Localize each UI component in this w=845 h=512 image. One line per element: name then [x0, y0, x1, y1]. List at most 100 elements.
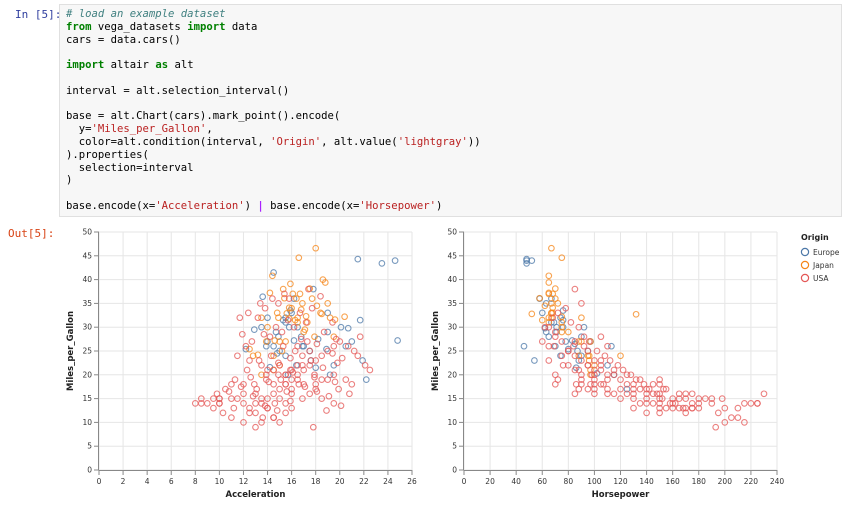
data-point-usa: [604, 390, 611, 398]
data-point-usa: [741, 400, 748, 407]
data-point-usa: [261, 304, 269, 312]
y-tick-label: 0: [87, 466, 92, 475]
code-token: ).properties(: [66, 148, 149, 161]
code-editor[interactable]: # load an example dataset from vega_data…: [66, 8, 481, 213]
data-point-usa: [571, 352, 579, 360]
x-tick-label: 100: [587, 477, 602, 486]
data-point-usa: [276, 385, 283, 393]
data-point-usa: [585, 338, 593, 345]
data-point-japan: [279, 285, 287, 293]
data-point-usa: [266, 333, 274, 341]
data-point-usa: [578, 376, 585, 383]
data-point-europe: [348, 338, 356, 345]
code-line: y='Miles_per_Gallon',: [66, 123, 213, 135]
data-point-usa: [718, 395, 726, 402]
data-point-usa: [228, 414, 235, 421]
data-point-usa: [337, 402, 345, 410]
data-point-usa: [197, 395, 205, 402]
data-point-usa: [551, 371, 559, 379]
data-point-usa: [575, 323, 583, 331]
y-axis-title: Miles_per_Gallon: [66, 311, 76, 391]
data-point-usa: [279, 342, 287, 350]
data-point-usa: [656, 400, 663, 407]
data-point-usa: [270, 366, 277, 374]
code-token: cars = data.cars(): [66, 33, 181, 46]
data-point-usa: [272, 323, 280, 331]
data-point-usa: [630, 395, 637, 402]
data-point-usa: [275, 300, 282, 307]
data-point-usa: [270, 414, 277, 421]
data-point-usa: [246, 409, 253, 417]
code-token: ): [435, 199, 443, 212]
y-tick-label: 50: [82, 228, 92, 237]
data-point-usa: [643, 390, 650, 398]
data-point-usa: [606, 357, 614, 364]
code-token: y=: [66, 123, 92, 136]
data-point-usa: [714, 409, 722, 417]
code-token: altair: [104, 59, 156, 72]
data-point-usa: [238, 330, 246, 338]
data-point-japan: [287, 280, 294, 288]
code-cell-input[interactable]: # load an example dataset from vega_data…: [59, 4, 842, 217]
data-point-usa: [571, 285, 579, 293]
data-point-usa: [244, 309, 252, 317]
data-point-usa: [259, 414, 267, 421]
data-point-usa: [282, 371, 289, 379]
data-point-japan: [264, 323, 271, 331]
x-tick-label: 60: [537, 477, 547, 486]
data-point-europe: [344, 324, 352, 332]
data-point-usa: [306, 390, 314, 398]
data-point-usa: [600, 380, 607, 388]
code-token: from: [66, 20, 92, 33]
data-point-usa: [656, 409, 663, 417]
data-point-usa: [662, 404, 670, 412]
data-point-usa: [309, 423, 317, 431]
data-point-usa: [246, 357, 253, 364]
data-point-europe: [270, 269, 277, 276]
data-point-usa: [294, 361, 301, 369]
data-point-usa: [216, 400, 223, 407]
y-tick-label: 50: [447, 228, 457, 237]
code-line: color=alt.condition(interval, 'Origin', …: [66, 136, 481, 148]
y-tick-label: 25: [447, 347, 457, 356]
data-point-europe: [312, 364, 320, 372]
data-point-usa: [591, 390, 598, 398]
data-point-usa: [712, 423, 720, 431]
data-point-usa: [287, 366, 294, 374]
y-tick-label: 40: [82, 275, 92, 284]
data-point-usa: [295, 380, 303, 388]
code-token: base.encode(x=: [263, 199, 360, 212]
code-token: selection=interval: [66, 161, 194, 174]
data-point-usa: [203, 400, 211, 407]
x-tick-label: 14: [263, 477, 273, 486]
data-point-europe: [562, 338, 570, 345]
data-point-europe: [285, 323, 293, 331]
data-point-usa: [342, 376, 350, 383]
data-point-usa: [649, 380, 657, 388]
data-point-usa: [617, 385, 624, 393]
data-point-usa: [643, 409, 650, 417]
data-point-usa: [604, 376, 611, 383]
scatter-chart-1: 0 2 4 6 8 10 12 14 16 18 20 22 24 2605101520253035404…: [66, 228, 417, 501]
data-point-japan: [536, 294, 543, 302]
data-point-japan: [528, 310, 536, 318]
data-point-japan: [271, 337, 279, 344]
code-token: 'Acceleration': [155, 199, 245, 212]
x-axis-title: Acceleration: [226, 490, 286, 500]
data-point-usa: [554, 309, 562, 317]
code-token: interval = alt.selection_interval(): [66, 84, 290, 97]
data-point-usa: [248, 338, 256, 345]
data-point-usa: [597, 333, 605, 341]
x-tick-label: 80: [564, 477, 574, 486]
data-point-usa: [288, 404, 295, 412]
x-tick-label: 22: [359, 477, 369, 486]
data-point-usa: [228, 395, 235, 402]
data-point-usa: [597, 361, 605, 369]
data-point-usa: [267, 352, 275, 360]
data-point-usa: [329, 350, 336, 357]
data-point-usa: [191, 400, 199, 407]
data-point-japan: [545, 272, 553, 280]
data-point-japan: [538, 316, 546, 324]
data-point-japan: [289, 290, 297, 298]
data-point-usa: [270, 390, 277, 398]
